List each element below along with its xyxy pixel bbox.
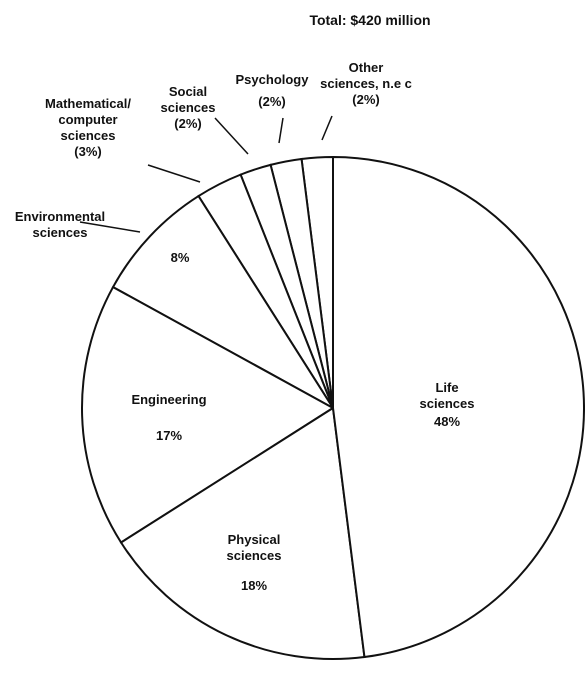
pie-slice [111,194,334,409]
slice-label: Other sciences, n.e c [320,60,412,91]
leader-line [278,117,284,144]
value-label: (2%) [352,92,380,107]
leader-line [214,117,249,155]
pie-slice [332,155,585,659]
leader-line [321,115,333,141]
leader-line [147,164,201,183]
value-label: 8% [170,250,190,265]
value-label: (3%) [74,144,102,159]
slice-label: Physical sciences [226,532,282,563]
value-label: 18% [240,578,268,593]
slice-label: Psychology [235,72,309,87]
value-label: 17% [155,428,183,443]
value-label: (2%) [258,94,286,109]
slice-label: Social sciences [160,84,216,115]
slice-label: Engineering [131,392,207,407]
pie-slice [119,406,366,660]
value-label: 48% [433,414,461,429]
slice-label: Life sciences [419,380,475,411]
leader-line [79,221,141,233]
leader-lines [79,115,333,233]
chart-title: Total: $420 million [309,12,431,28]
slice-label: Mathematical/ computer sciences [45,96,131,143]
slice-label: Environmental sciences [14,209,106,240]
pie-slice [81,285,335,544]
value-label: (2%) [174,116,202,131]
